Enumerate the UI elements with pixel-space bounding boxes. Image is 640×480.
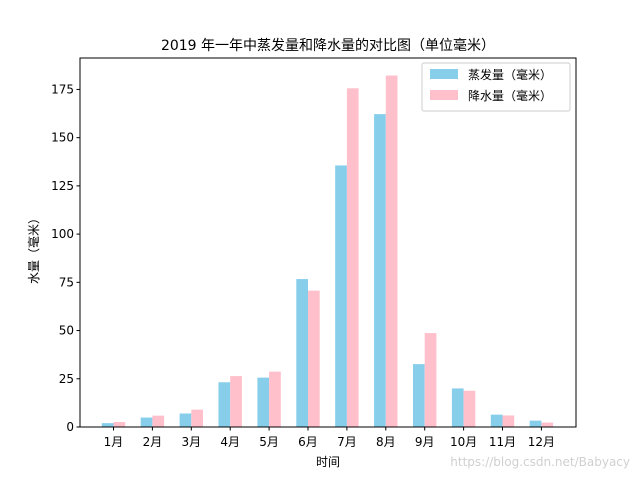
x-tick-label: 5月 [259, 435, 279, 449]
legend-box [421, 62, 571, 112]
evaporation-bar-2 [140, 417, 153, 427]
precipitation-bar-2 [152, 415, 165, 427]
precipitation-bar-11 [502, 415, 515, 427]
x-tick-label: 10月 [450, 435, 477, 449]
y-axis-ticks: 0 25 50 75 100 125 150 175 [51, 82, 80, 434]
x-tick-label: 9月 [415, 435, 435, 449]
legend-swatch-evaporation [430, 69, 458, 79]
x-axis-ticks: 1月 2月 3月 4月 5月 6月 7月 8月 9月 10月 11月 12月 [104, 427, 555, 449]
x-tick-label: 4月 [220, 435, 240, 449]
y-tick-label: 0 [66, 420, 74, 434]
precipitation-bar-9 [424, 333, 437, 427]
x-tick-label: 1月 [104, 435, 124, 449]
evaporation-bar-10 [451, 388, 464, 427]
precipitation-bar-12 [541, 422, 554, 427]
chart-title: 2019 年一年中蒸发量和降水量的对比图（单位毫米） [161, 37, 495, 54]
y-tick-label: 75 [59, 275, 74, 289]
x-tick-label: 3月 [181, 435, 201, 449]
evaporation-bar-8 [374, 114, 386, 427]
legend-swatch-precipitation [430, 90, 458, 100]
x-tick-label: 11月 [489, 435, 516, 449]
evaporation-bar-1 [101, 423, 114, 427]
watermark-text: https://blog.csdn.net/Babyacy [450, 455, 630, 469]
evaporation-bar-9 [413, 364, 425, 427]
precipitation-bar-7 [346, 88, 359, 427]
x-axis-label: 时间 [316, 455, 340, 469]
evaporation-bar-6 [296, 279, 308, 427]
precipitation-bar-8 [385, 75, 398, 428]
plot-frame [79, 57, 577, 428]
precipitation-bar-10 [463, 390, 476, 427]
evaporation-bar-12 [529, 420, 542, 427]
precipitation-bar-6 [308, 290, 320, 427]
x-tick-label: 7月 [337, 435, 357, 449]
y-tick-label: 125 [51, 179, 74, 193]
x-tick-label: 2月 [143, 435, 163, 449]
legend-label-precipitation: 降水量（毫米） [468, 88, 552, 103]
evaporation-bar-5 [257, 377, 270, 427]
evaporation-bar-4 [218, 382, 231, 427]
y-tick-label: 25 [59, 372, 74, 386]
x-tick-label: 12月 [528, 435, 555, 449]
precipitation-bar-3 [191, 409, 203, 427]
legend: 蒸发量（毫米） 降水量（毫米） [421, 62, 571, 112]
y-tick-label: 100 [51, 227, 74, 241]
y-tick-label: 175 [51, 82, 74, 96]
precipitation-bar-4 [230, 376, 242, 427]
precipitation-bar-5 [269, 371, 281, 427]
x-tick-label: 8月 [376, 435, 396, 449]
legend-label-evaporation: 蒸发量（毫米） [468, 67, 552, 82]
y-axis-label: 水量（毫米） [26, 212, 41, 284]
evaporation-bar-3 [179, 413, 192, 427]
y-tick-label: 50 [59, 324, 74, 338]
y-tick-label: 150 [51, 131, 74, 145]
x-tick-label: 6月 [298, 435, 318, 449]
evaporation-bar-11 [490, 414, 503, 427]
bars-group [101, 75, 554, 428]
precipitation-bar-1 [113, 421, 126, 427]
evaporation-bar-7 [335, 165, 347, 427]
